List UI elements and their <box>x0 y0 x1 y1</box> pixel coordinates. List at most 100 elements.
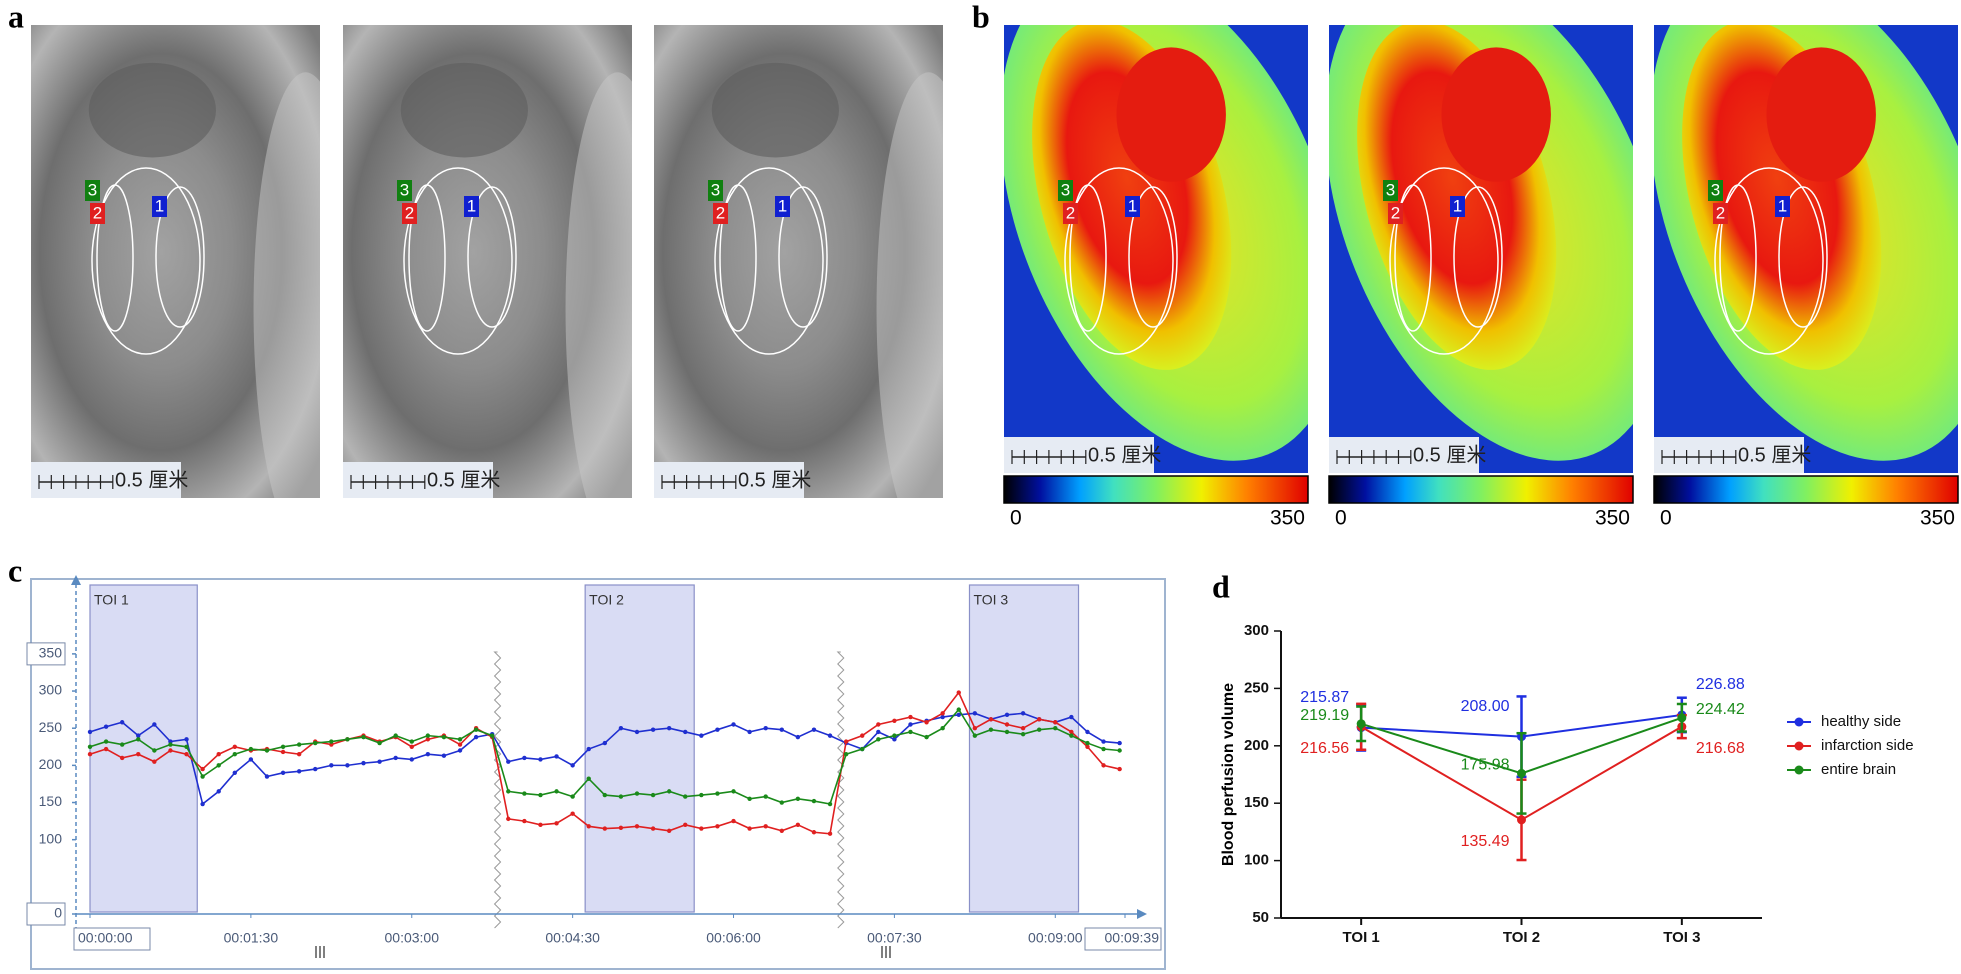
tick-box <box>73 927 151 951</box>
data-point <box>1004 729 1010 735</box>
data-point <box>441 753 447 758</box>
data-point <box>634 729 640 735</box>
panel-label: d <box>1212 568 1230 604</box>
data-point <box>522 818 527 824</box>
roi-box <box>1775 196 1790 217</box>
data-point <box>103 724 109 729</box>
data-point <box>827 831 833 836</box>
tissue <box>400 62 528 158</box>
data-point <box>715 824 720 829</box>
data-point <box>554 754 559 759</box>
scale-bar-box <box>1329 437 1479 473</box>
roi-outline <box>778 186 828 328</box>
scale-label: 0.5 厘米 <box>738 468 811 491</box>
data-point <box>811 727 817 732</box>
scale-bar-box <box>1004 437 1154 473</box>
data-point <box>1069 714 1074 720</box>
roi-outline <box>1719 184 1757 332</box>
x-tick-label: 00:00:00 <box>78 930 133 946</box>
data-point <box>586 824 591 829</box>
data-point <box>87 744 93 749</box>
y-tick-label: 150 <box>1244 794 1269 811</box>
roi-label: 3 <box>711 180 720 199</box>
data-point <box>216 789 221 794</box>
data-point <box>763 726 768 731</box>
data-point <box>490 733 495 738</box>
data-point <box>779 828 784 833</box>
data-point <box>232 744 237 749</box>
legend-label: healthy side <box>1821 713 1901 730</box>
data-point <box>908 722 913 727</box>
data-point <box>1069 729 1074 735</box>
data-point <box>827 801 833 807</box>
data-point <box>264 748 270 753</box>
y-tick-label: 150 <box>39 793 63 809</box>
data-point <box>747 729 752 735</box>
data-point <box>87 752 93 757</box>
data-point <box>280 770 286 775</box>
y-tick-label: 200 <box>39 756 63 772</box>
panel-label: b <box>972 0 990 34</box>
data-point <box>811 830 817 835</box>
data-point <box>200 774 205 779</box>
data-point <box>184 744 189 749</box>
data-point <box>329 739 334 744</box>
data-point <box>1101 746 1106 752</box>
y-tick-label: 0 <box>54 905 62 921</box>
roi-label: 2 <box>716 203 725 222</box>
data-point <box>666 828 672 833</box>
data-point <box>972 733 978 738</box>
x-tick-label: 00:09:00 <box>1028 930 1083 946</box>
data-point <box>1020 726 1026 731</box>
data-point <box>650 792 656 798</box>
value-label: 175.98 <box>1461 757 1510 774</box>
legend-label: infarction side <box>1821 737 1914 754</box>
roi-outline <box>1128 186 1178 328</box>
roi-label: 3 <box>88 180 97 199</box>
data-point <box>1356 719 1366 729</box>
data-point <box>1036 727 1042 732</box>
roi-label: 2 <box>1391 203 1400 222</box>
data-point <box>425 737 431 742</box>
roi-box <box>464 196 479 217</box>
data-point <box>988 727 994 732</box>
value-label: 135.49 <box>1461 833 1510 850</box>
segment-mark <box>836 651 845 929</box>
data-point <box>457 742 463 747</box>
data-point <box>1004 712 1010 718</box>
scale-label: 0.5 厘米 <box>1738 443 1811 466</box>
data-point <box>570 811 575 816</box>
roi-label: 2 <box>1716 203 1725 222</box>
roi-box <box>1383 180 1398 201</box>
roi-label: 1 <box>1778 196 1787 215</box>
roi-box <box>402 203 417 224</box>
data-point <box>1677 713 1687 723</box>
colorbar-max: 350 <box>1270 507 1305 530</box>
scale-bar-box <box>654 462 804 498</box>
data-point <box>313 740 318 746</box>
data-point <box>811 798 817 804</box>
roi-outline <box>96 184 134 332</box>
roi-box <box>90 203 105 224</box>
data-point <box>570 763 575 768</box>
data-point <box>843 739 849 744</box>
axis-arrow <box>1137 909 1147 919</box>
image: 1 2 3 0.5 厘米 <box>343 25 632 498</box>
data-point <box>377 759 382 764</box>
time-region <box>968 584 1080 913</box>
image: 1 2 3 0.5 厘米 <box>1004 25 1308 473</box>
data-point <box>538 757 543 762</box>
panel-label: a <box>8 0 24 34</box>
colorbar-max: 350 <box>1920 507 1955 530</box>
data-point <box>1085 744 1090 749</box>
data-point <box>184 737 189 742</box>
data-point <box>152 759 157 764</box>
y-tick-label: 250 <box>1244 679 1269 696</box>
colorbar-min: 0 <box>1335 507 1347 530</box>
axis-arrow <box>71 575 81 585</box>
data-point <box>1117 766 1122 772</box>
data-point <box>1101 763 1106 768</box>
data-point <box>457 748 463 753</box>
data-point <box>280 749 286 755</box>
data-point <box>988 717 994 722</box>
